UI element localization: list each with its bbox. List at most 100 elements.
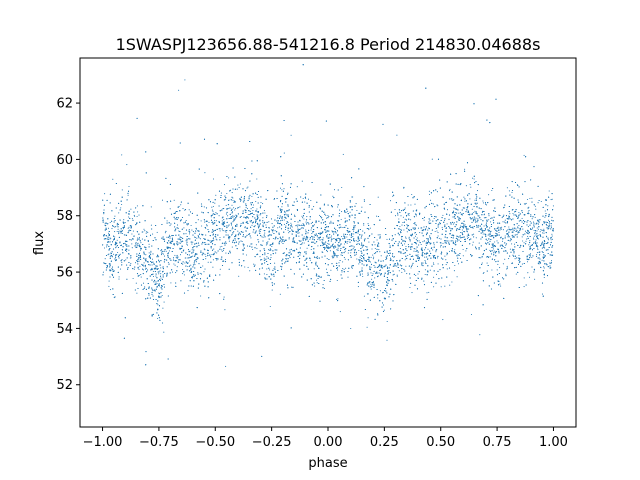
data-point [394, 234, 396, 236]
data-point [407, 254, 409, 256]
data-point [415, 215, 417, 217]
data-point [489, 249, 491, 251]
data-point [430, 222, 432, 224]
data-point [469, 198, 471, 200]
data-point [517, 226, 519, 228]
data-point [368, 259, 370, 261]
data-point [298, 260, 300, 262]
data-point [491, 189, 493, 192]
data-point [213, 231, 215, 233]
data-point [462, 248, 464, 251]
data-point [544, 210, 546, 212]
data-point [224, 195, 226, 197]
data-point [484, 229, 487, 231]
data-point [482, 254, 484, 256]
data-point [215, 194, 217, 196]
data-point [336, 249, 338, 251]
data-point [152, 273, 154, 275]
data-point [109, 289, 112, 291]
data-point [143, 265, 145, 267]
data-point [142, 269, 145, 271]
data-point [551, 233, 553, 235]
data-point [301, 215, 303, 217]
data-point [491, 269, 493, 271]
data-point [262, 203, 264, 205]
data-point [322, 284, 324, 286]
data-point [414, 224, 416, 226]
data-point [361, 246, 363, 248]
data-point [372, 254, 374, 256]
data-point [425, 243, 427, 245]
data-point [407, 204, 409, 206]
data-point [147, 231, 149, 233]
data-point [441, 226, 443, 228]
data-point [347, 276, 349, 278]
data-point [489, 256, 491, 258]
data-point [345, 267, 347, 269]
data-point [451, 281, 453, 283]
data-point [473, 233, 475, 235]
data-point [394, 208, 396, 211]
data-point [269, 248, 271, 250]
data-point [445, 264, 447, 266]
data-point [437, 235, 439, 237]
data-point [489, 235, 491, 237]
data-point [363, 200, 365, 203]
data-point [117, 251, 119, 254]
data-point [361, 235, 363, 237]
data-point [427, 229, 429, 231]
data-point [251, 195, 253, 198]
data-point [459, 257, 462, 260]
data-point [197, 219, 199, 221]
data-point [257, 225, 259, 227]
data-point [508, 226, 510, 228]
data-point [287, 254, 289, 256]
data-point [351, 267, 353, 269]
data-point [158, 256, 160, 258]
data-point [259, 229, 261, 231]
data-point [432, 203, 434, 205]
data-point [314, 234, 316, 236]
data-point [396, 265, 398, 267]
data-point [372, 273, 374, 275]
data-point [263, 273, 265, 275]
data-point [239, 200, 242, 202]
data-point [420, 243, 422, 246]
data-point [193, 246, 195, 248]
data-point [252, 204, 255, 206]
data-point [118, 212, 120, 214]
data-point [468, 228, 470, 230]
data-point [231, 228, 233, 230]
data-point [416, 265, 419, 267]
data-point [404, 259, 406, 261]
data-point [246, 216, 248, 218]
data-point [232, 215, 234, 217]
data-point [331, 230, 333, 232]
data-point [349, 234, 351, 236]
data-point [229, 230, 231, 232]
data-point [425, 228, 427, 230]
data-point [539, 231, 541, 233]
data-point [548, 190, 550, 192]
data-point [176, 227, 178, 229]
data-point [338, 262, 340, 264]
data-point [409, 286, 411, 289]
data-point [363, 224, 365, 226]
data-point [359, 260, 361, 262]
data-point [353, 233, 355, 235]
data-point [269, 269, 271, 271]
data-point [525, 232, 528, 234]
data-point [144, 266, 146, 268]
data-point [291, 226, 293, 228]
data-point [128, 249, 130, 251]
data-point [166, 236, 168, 238]
data-point [298, 235, 300, 237]
data-point [328, 275, 330, 277]
data-point [534, 233, 536, 235]
data-point [501, 217, 503, 219]
data-point [503, 214, 505, 216]
data-point [220, 258, 222, 260]
data-point [289, 251, 291, 253]
data-point [140, 276, 142, 278]
data-point [327, 214, 329, 217]
